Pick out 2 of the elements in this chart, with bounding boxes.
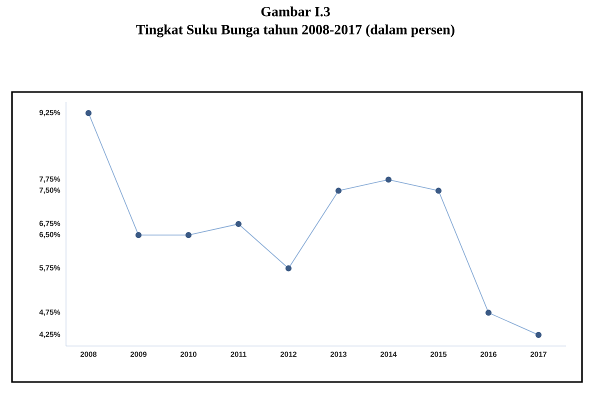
chart-title: Gambar I.3 bbox=[261, 6, 330, 16]
chart-subtitle: Tingkat Suku Bunga tahun 2008-2017 (dalam persen) bbox=[136, 24, 454, 38]
